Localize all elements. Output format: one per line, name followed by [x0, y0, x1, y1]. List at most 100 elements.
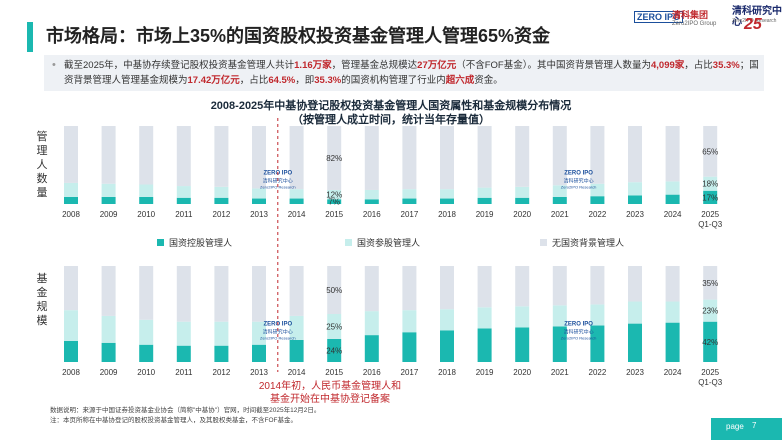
bar-segment [139, 266, 154, 320]
y-axis-label-char: 人 [37, 158, 48, 171]
bar-segment [628, 126, 642, 183]
legend-label: 国资参股管理人 [357, 237, 420, 248]
bar-segment [552, 305, 567, 327]
x-tick-label: 2023 [626, 210, 644, 219]
bar-segment [252, 321, 266, 345]
x-tick-label: 2025 [701, 210, 719, 219]
bar-segment [327, 338, 342, 362]
x-tick-label: 2014 [288, 368, 306, 377]
bar-segment [64, 196, 78, 204]
data-label: 50% [326, 286, 342, 295]
watermark-zero: ZERO IPO [564, 322, 593, 328]
y-axis-label-char: 数 [37, 172, 48, 185]
x-tick-label: 2017 [401, 368, 419, 377]
bar-segment [590, 183, 605, 197]
x-tick-label: 2014 [288, 210, 306, 219]
bar-segment [440, 126, 454, 190]
bar-segment [590, 266, 605, 305]
y-axis-label-char: 金 [37, 285, 48, 299]
data-label: 23% [702, 307, 718, 316]
data-label: 82% [326, 154, 342, 163]
bar-segment [665, 194, 680, 204]
x-tick-label: 2008 [62, 368, 80, 377]
bar-segment [289, 266, 304, 316]
bar-segment [176, 197, 191, 204]
x-tick-label: 2012 [213, 368, 231, 377]
bar-segment [665, 181, 680, 195]
bar-segment [628, 266, 642, 302]
x-tick-label: 2021 [551, 210, 569, 219]
bar-segment [252, 266, 266, 322]
research-logo-subtext: Zero2IPO Research [732, 18, 777, 24]
bar-segment [364, 311, 379, 336]
data-label: 18% [702, 180, 718, 189]
legend-label: 无国资背景管理人 [552, 237, 624, 248]
chart-title: 2008-2025年中基协登记股权投资基金管理人国资属性和基金规模分布情况 [211, 98, 572, 112]
bar-segment [515, 186, 530, 198]
watermark-en: Zero2IPO Research [561, 336, 597, 341]
bar-segment [552, 266, 567, 306]
bar-segment [139, 344, 154, 362]
bar-segment [214, 186, 229, 198]
group-logo-subtext: Zero2IPO Group [672, 21, 717, 27]
x-tick-label: 2013 [250, 210, 268, 219]
bar-segment [101, 266, 116, 316]
bar-segment [665, 266, 680, 302]
bar-segment [552, 196, 567, 204]
x-tick-label: 2013 [250, 368, 268, 377]
chart-annotation: 2014年初，人民币基金管理人和基金开始在中基协登记备案 [258, 381, 402, 405]
bar-segment [665, 322, 680, 362]
x-tick-label: 2010 [137, 368, 155, 377]
title-accent-bar [27, 22, 33, 52]
x-tick-label: 2023 [626, 368, 644, 377]
watermark-cn: 清科研究中心 [564, 329, 594, 336]
data-label: 65% [702, 147, 718, 156]
x-tick-label: 2018 [438, 368, 456, 377]
bar-segment [289, 198, 304, 204]
bar-segment [703, 321, 718, 362]
x-tick-label: 2020 [513, 210, 531, 219]
summary-text: 截至2025年，中基协存续登记股权投资基金管理人共计1.16万家，管理基金总规模… [64, 60, 759, 86]
y-axis-label-char: 模 [37, 314, 48, 327]
bar-segment [139, 184, 154, 197]
bar-segment [477, 307, 492, 329]
bar-segment [139, 319, 154, 345]
bar-segment [327, 126, 342, 190]
bar-segment [327, 266, 342, 314]
research-logo-text: 清科研究中心 [732, 6, 782, 28]
bar-segment [139, 196, 154, 204]
x-tick-label: 2019 [476, 210, 494, 219]
bar-segment [327, 314, 342, 339]
data-label: 24% [326, 346, 342, 355]
bar-segment [440, 330, 454, 362]
data-label: 42% [702, 338, 718, 347]
bar-segment [176, 321, 191, 346]
bar-segment [214, 266, 229, 322]
bar-segment [289, 339, 304, 362]
x-tick-label: 2009 [100, 210, 118, 219]
bar-segment [628, 301, 642, 324]
bar-segment [440, 189, 454, 199]
bar-segment [252, 126, 266, 189]
legend-swatch [540, 239, 547, 246]
y-axis-label-char: 规 [37, 299, 48, 313]
bar-segment [440, 309, 454, 331]
watermark-cn: 清科研究中心 [263, 329, 293, 336]
bar-segment [101, 126, 116, 184]
bar-segment [402, 310, 417, 333]
page-number: 7 [752, 421, 757, 430]
bar-segment [590, 126, 605, 184]
x-tick-label: 2025 [701, 368, 719, 377]
bar-segment [590, 304, 605, 326]
bar-segment [477, 197, 492, 204]
bar-segment [628, 182, 642, 196]
bar-segment [176, 345, 191, 362]
data-source-note: 数据说明：来源于中国证券投资基金业协会（简称"中基协"）官网，时间截至2025年… [50, 406, 320, 426]
bar-segment [327, 189, 342, 200]
bar-segment [64, 126, 78, 183]
x-tick-label: 2017 [401, 210, 419, 219]
x-tick-label: 2011 [175, 368, 193, 377]
bar-segment [252, 344, 266, 362]
bar-segment [515, 327, 530, 362]
